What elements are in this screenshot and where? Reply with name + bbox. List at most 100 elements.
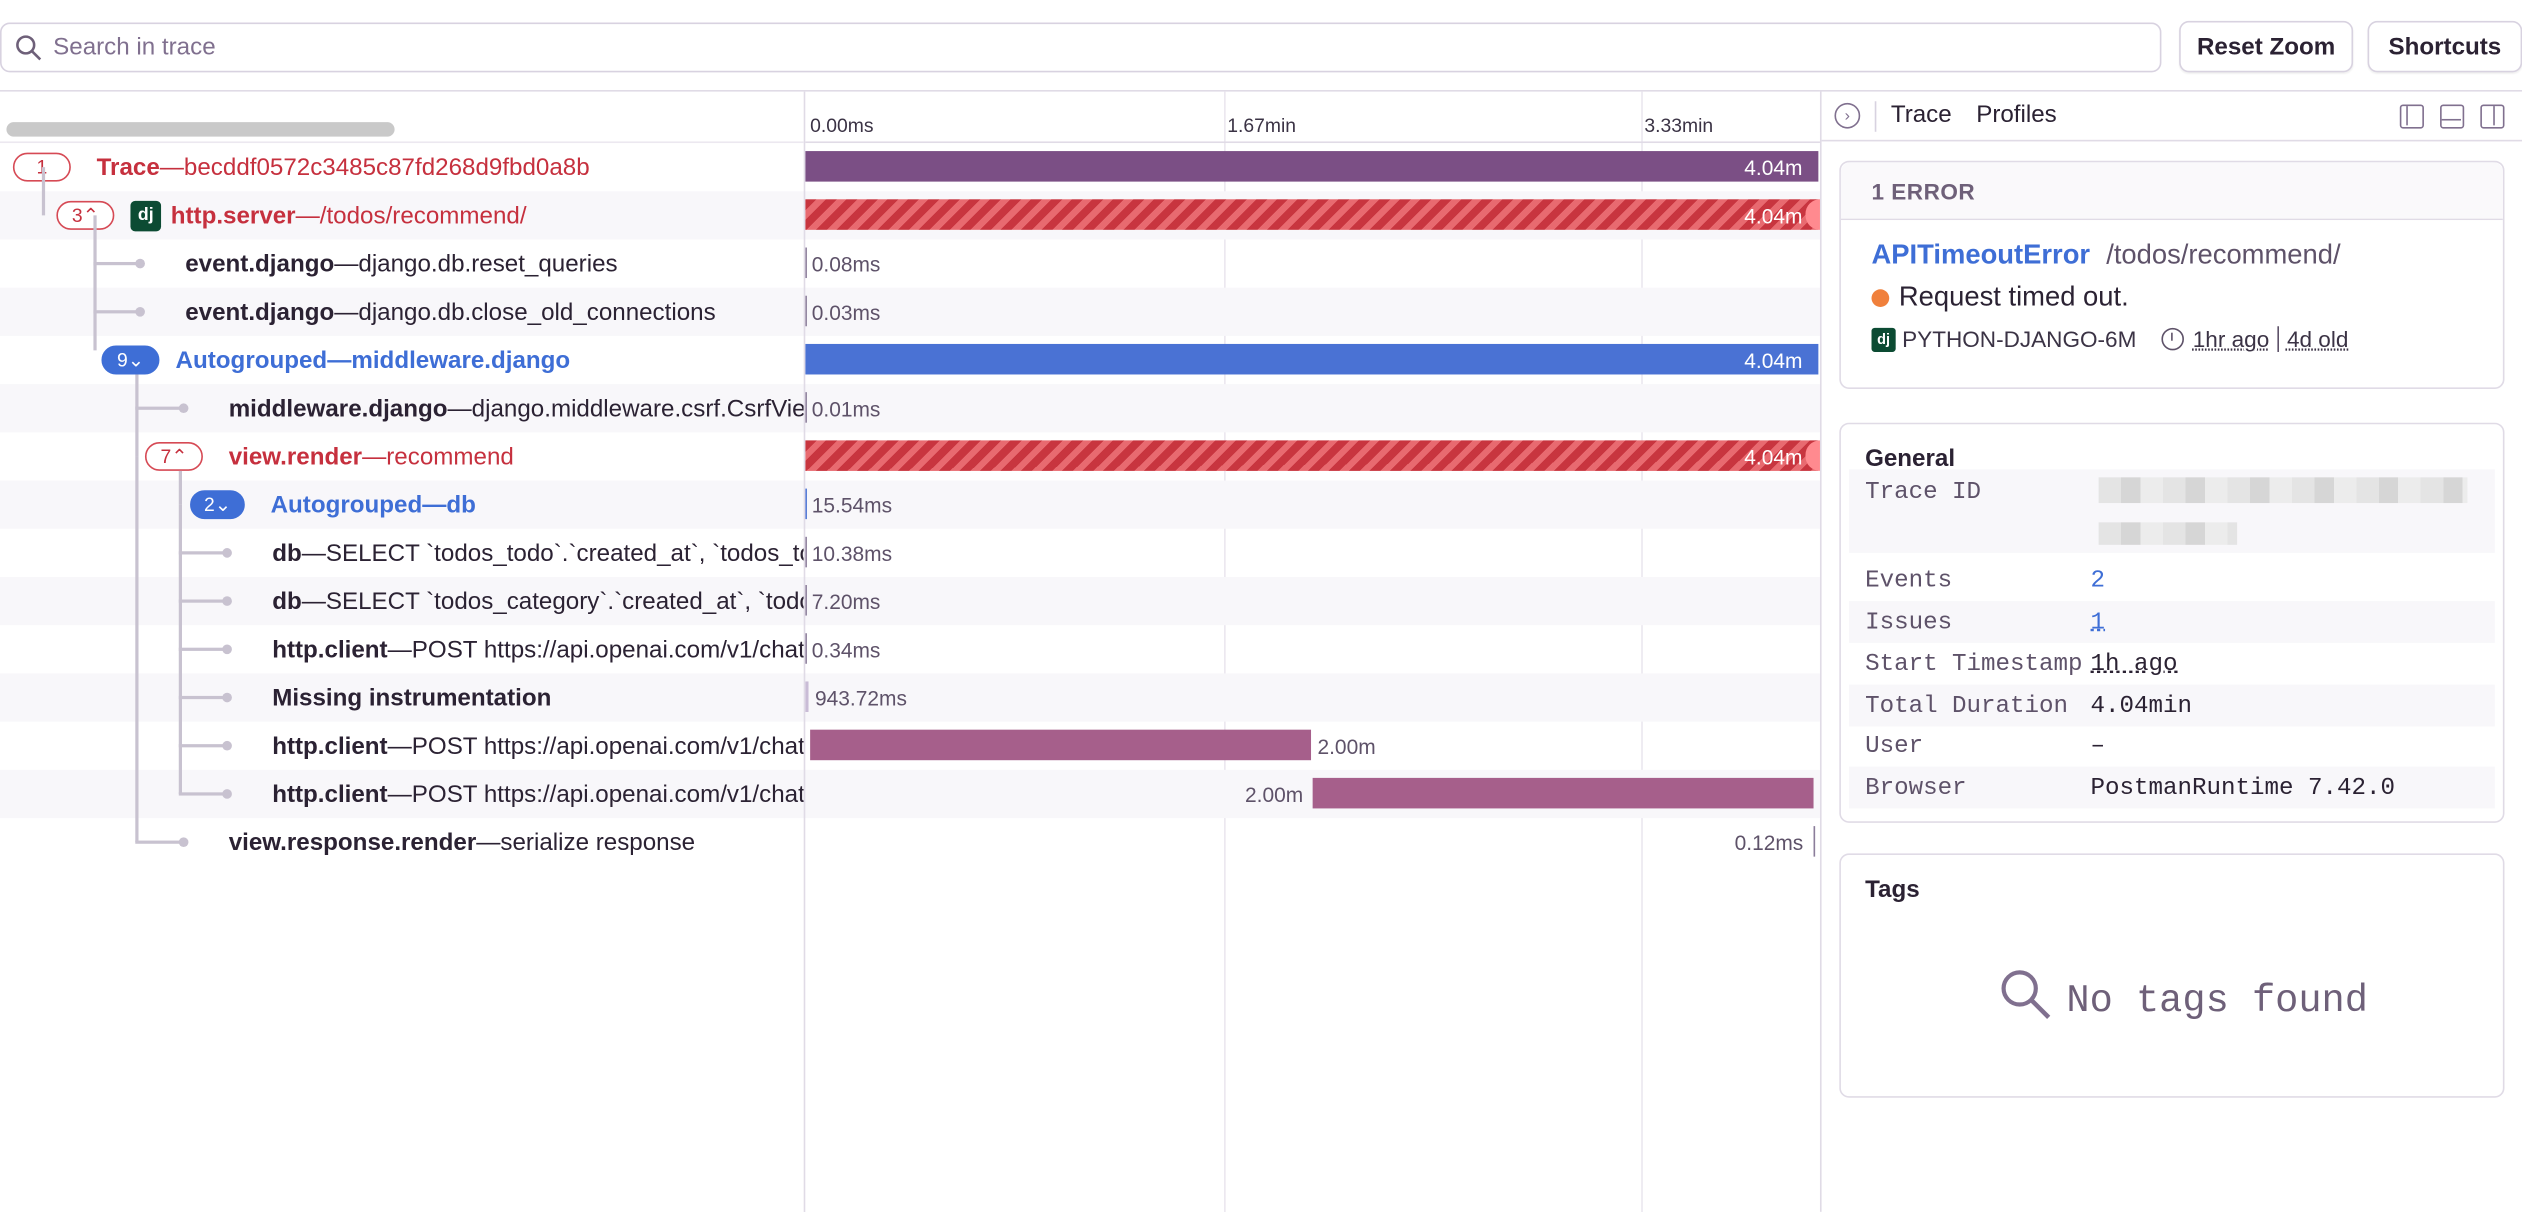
child-count-badge[interactable]: 3 ⌃	[56, 200, 115, 230]
issue-age[interactable]: 4d old	[2286, 326, 2349, 352]
span-description: django.db.reset_queries	[358, 249, 618, 278]
tick-label: 1.67min	[1227, 114, 1297, 137]
span-row[interactable]: Missing instrumentation 943.72ms	[0, 649, 1820, 722]
span-row[interactable]: view.response.render — serialize respons…	[0, 456, 1820, 866]
tick-label: 3.33min	[1644, 114, 1714, 137]
span-row[interactable]: middleware.django — django.middleware.cs…	[0, 374, 1820, 433]
search-input[interactable]	[53, 33, 2115, 62]
kv-key: Events	[1865, 566, 1953, 594]
tab-trace[interactable]: Trace	[1890, 101, 1952, 129]
span-row[interactable]: 3 ⌃ dj http.server — /todos/recommend/ 4.…	[0, 167, 1822, 240]
tree-line	[178, 647, 224, 651]
span-duration: 4.04m	[1744, 444, 1803, 469]
error-path: /todos/recommend/	[2106, 239, 2341, 271]
span-row[interactable]: http.client — POST https://api.openai.co…	[0, 601, 1820, 673]
child-count-badge[interactable]: 7 ⌃	[144, 441, 203, 471]
span-op: Autogrouped	[270, 490, 423, 519]
panel-bottom-icon[interactable]	[2440, 104, 2465, 129]
empty-state: No tags found	[1999, 968, 2368, 1036]
reset-zoom-button[interactable]: Reset Zoom	[2179, 20, 2354, 73]
tree-line	[178, 601, 182, 650]
tree-line	[135, 408, 138, 457]
tree-line	[135, 840, 181, 843]
span-description: POST https://api.openai.com/v1/chat/comp…	[411, 732, 804, 760]
span-bar[interactable]	[805, 633, 807, 664]
span-duration: 0.12ms	[1734, 830, 1804, 855]
span-row[interactable]: db — SELECT `todos_todo`.`created_at`, `…	[0, 504, 1820, 577]
span-bar-gap[interactable]	[805, 681, 809, 712]
panel-right-icon[interactable]	[2480, 104, 2505, 129]
span-bar[interactable]	[805, 536, 807, 568]
tick-label: 0.00ms	[810, 114, 874, 137]
span-bar[interactable]	[805, 585, 807, 616]
first-seen-age[interactable]: 1hr ago	[2192, 326, 2270, 352]
span-duration: 2.00m	[1317, 733, 1376, 758]
tree-node-dot	[222, 548, 232, 558]
span-bar-error[interactable]	[805, 440, 1819, 471]
span-bar[interactable]	[1312, 777, 1814, 809]
span-separator: —	[334, 249, 359, 278]
span-op: db	[272, 539, 302, 567]
span-row[interactable]: http.client — POST https://api.openai.co…	[0, 697, 1820, 770]
span-bar[interactable]	[805, 488, 807, 520]
error-message: Request timed out.	[1871, 281, 2129, 313]
tags-card: Tags No tags found	[1839, 853, 2505, 1098]
django-icon: dj	[130, 200, 162, 231]
tree-node-dot	[222, 596, 232, 606]
tree-line	[93, 261, 139, 265]
span-bar-error[interactable]	[805, 199, 1819, 230]
span-separator: —	[159, 153, 184, 181]
tree-node-dot	[178, 837, 189, 847]
django-icon: dj	[1871, 327, 1896, 352]
error-type-link[interactable]: APITimeoutError	[1871, 239, 2091, 271]
issues-link[interactable]: 1	[2090, 608, 2106, 636]
events-link[interactable]: 2	[2090, 566, 2106, 594]
error-marker[interactable]	[1805, 440, 1822, 471]
panel-left-icon[interactable]	[2399, 104, 2424, 129]
tree-line	[93, 215, 96, 264]
span-description: SELECT `todos_todo`.`created_at`, `todos…	[325, 539, 804, 567]
span-row[interactable]: 2 ⌄ Autogrouped — db 15.54ms	[0, 470, 1820, 529]
span-separator: —	[301, 539, 326, 567]
span-row[interactable]: 9 ⌄ Autogrouped — middleware.django 4.04m	[0, 311, 1820, 384]
error-marker[interactable]	[1805, 199, 1822, 230]
span-bar[interactable]	[805, 247, 807, 279]
child-count-badge[interactable]: 9 ⌄	[101, 345, 160, 375]
search-icon	[1999, 968, 2054, 1036]
horizontal-scrollbar[interactable]	[6, 122, 395, 137]
span-description: SELECT `todos_category`.`created_at`, `t…	[325, 587, 804, 615]
tree-node-dot	[135, 306, 145, 317]
span-row[interactable]: db — SELECT `todos_category`.`created_at…	[0, 552, 1820, 626]
kv-user: User –	[1849, 725, 2495, 767]
span-row[interactable]: event.django — django.db.reset_queries 0…	[0, 215, 1820, 287]
span-row[interactable]: 1 Trace — becddf0572c3485c87fd268d9fbd0a…	[0, 143, 1820, 191]
tree-node-dot	[135, 258, 145, 269]
span-row[interactable]: http.client — POST https://api.openai.co…	[0, 745, 1820, 819]
trace-details-panel: › Trace Profiles 1 ERROR APITimeoutError…	[1819, 90, 2522, 1212]
span-duration: 4.04m	[1744, 203, 1803, 228]
span-op: Trace	[96, 153, 160, 181]
project-short-id[interactable]: PYTHON-DJANGO-6M	[1902, 326, 2137, 352]
span-row[interactable]: 7 ⌃ view.render — recommend 4.04m	[0, 408, 1822, 480]
span-op: Autogrouped	[175, 346, 328, 374]
start-timestamp-value[interactable]: 1h ago	[2090, 650, 2178, 678]
span-bar[interactable]	[805, 392, 807, 423]
span-duration: 0.08ms	[811, 251, 881, 276]
shortcuts-button[interactable]: Shortcuts	[2367, 20, 2522, 73]
tree-line	[93, 263, 96, 312]
chevron-right-circle-icon[interactable]: ›	[1834, 102, 1861, 129]
span-separator: —	[476, 828, 501, 856]
child-count-badge[interactable]: 2 ⌄	[190, 490, 245, 520]
search-bar[interactable]	[0, 22, 2162, 73]
tree-line	[178, 744, 224, 747]
span-bar[interactable]	[810, 729, 1312, 761]
span-bar[interactable]	[805, 295, 807, 327]
span-bar[interactable]	[805, 343, 1819, 375]
span-bar[interactable]	[1813, 826, 1816, 857]
badge-count: 2	[203, 493, 215, 516]
panel-tabs: › Trace Profiles	[1821, 92, 2522, 142]
error-title[interactable]: APITimeoutError/todos/recommend/	[1872, 239, 2341, 271]
span-bar[interactable]	[805, 151, 1819, 182]
tab-profiles[interactable]: Profiles	[1976, 101, 2057, 129]
span-row[interactable]: event.django — django.db.close_old_conne…	[0, 263, 1820, 336]
